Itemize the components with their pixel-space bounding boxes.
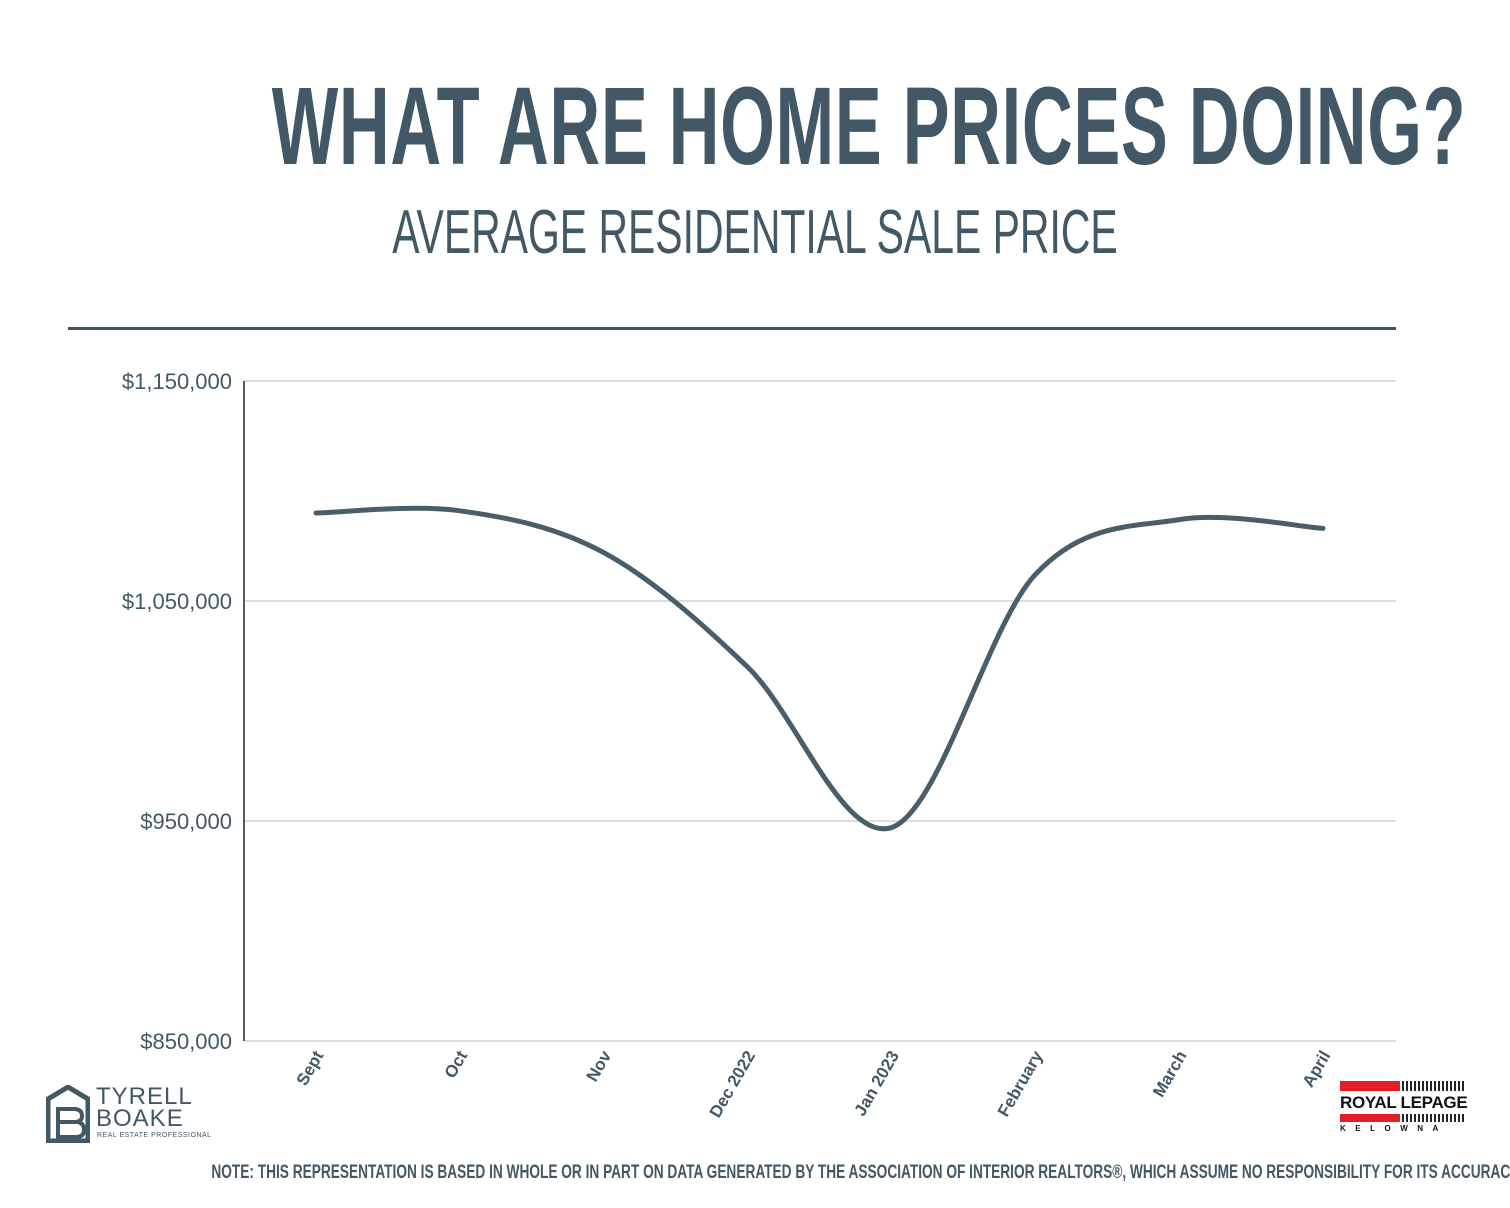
royal-lepage-wordmark: ROYAL LEPAGE xyxy=(1340,1093,1468,1112)
x-tick-label: Oct xyxy=(441,1047,472,1081)
x-tick-label: March xyxy=(1149,1048,1190,1101)
x-tick-label: Sept xyxy=(293,1047,328,1089)
y-tick-label: $950,000 xyxy=(140,809,232,834)
x-tick-label: February xyxy=(994,1047,1047,1120)
logo-name-line1: TYRELL xyxy=(96,1083,193,1110)
x-tick-label: April xyxy=(1299,1048,1335,1091)
y-tick-label: $1,150,000 xyxy=(122,369,232,394)
x-tick-label: Jan 2023 xyxy=(851,1048,903,1120)
x-tick-label: Dec 2022 xyxy=(706,1048,759,1121)
tyrell-boake-logo: TYRELL BOAKE REAL ESTATE PROFESSIONAL xyxy=(46,1083,211,1145)
page-subtitle: AVERAGE RESIDENTIAL SALE PRICE xyxy=(392,198,1118,267)
price-line xyxy=(313,505,1326,832)
x-tick-label: Nov xyxy=(583,1047,616,1085)
royal-lepage-city: KELOWNA xyxy=(1340,1124,1448,1133)
logo-tagline: REAL ESTATE PROFESSIONAL xyxy=(97,1132,212,1139)
y-tick-label: $850,000 xyxy=(140,1029,232,1054)
house-logo-icon xyxy=(46,1085,90,1143)
y-tick-label: $1,050,000 xyxy=(122,589,232,614)
logo-name-line2: BOAKE xyxy=(96,1105,184,1132)
divider xyxy=(68,327,1396,330)
footer-note: NOTE: THIS REPRESENTATION IS BASED IN WH… xyxy=(211,1162,1510,1183)
royal-lepage-logo: ROYAL LEPAGE KELOWNA xyxy=(1338,1080,1468,1136)
